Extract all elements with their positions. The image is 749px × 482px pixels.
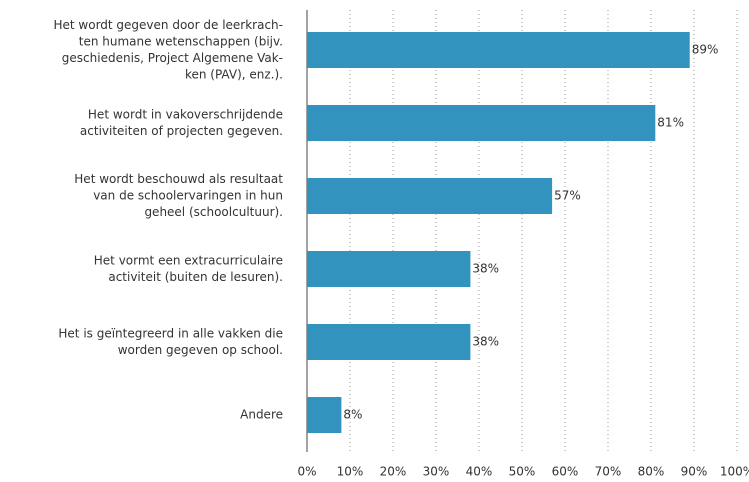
x-tick-label: 90% <box>681 465 708 479</box>
category-label: van de schoolervaringen in hun <box>93 189 283 203</box>
value-label: 8% <box>343 408 362 422</box>
x-tick-label: 100% <box>720 465 749 479</box>
category-label: Het wordt in vakoverschrijdende <box>88 107 283 121</box>
x-tick-label: 10% <box>337 465 364 479</box>
bar <box>307 32 690 68</box>
bar <box>307 324 471 360</box>
value-label: 57% <box>554 189 581 203</box>
category-label: Het is geïntegreerd in alle vakken die <box>58 326 283 340</box>
value-label: 89% <box>692 43 719 57</box>
x-tick-label: 50% <box>509 465 536 479</box>
bar <box>307 105 656 141</box>
x-tick-label: 70% <box>595 465 622 479</box>
category-label: Het vormt een extracurriculaire <box>94 253 283 267</box>
category-label: geheel (schoolcultuur). <box>144 205 283 219</box>
x-tick-label: 60% <box>552 465 579 479</box>
value-label: 38% <box>472 335 499 349</box>
category-label: ken (PAV), enz.). <box>185 67 283 81</box>
category-label: Andere <box>240 408 283 422</box>
value-label: 38% <box>472 262 499 276</box>
category-label: Het wordt beschouwd als resultaat <box>74 172 283 186</box>
value-label: 81% <box>657 116 684 130</box>
category-label: geschiedenis, Project Algemene Vak- <box>62 51 283 65</box>
bar <box>307 251 471 287</box>
category-label: activiteiten of projecten gegeven. <box>80 124 283 138</box>
x-tick-label: 40% <box>466 465 493 479</box>
bar <box>307 178 553 214</box>
category-label: worden gegeven op school. <box>118 343 283 357</box>
bar <box>307 397 342 433</box>
x-tick-label: 80% <box>638 465 665 479</box>
x-tick-label: 30% <box>423 465 450 479</box>
x-tick-label: 20% <box>380 465 407 479</box>
x-tick-label: 0% <box>297 465 316 479</box>
category-label: ten humane wetenschappen (bijv. <box>79 34 283 48</box>
category-label: activiteit (buiten de lesuren). <box>108 270 283 284</box>
category-label: Het wordt gegeven door de leerkrach- <box>53 18 283 32</box>
